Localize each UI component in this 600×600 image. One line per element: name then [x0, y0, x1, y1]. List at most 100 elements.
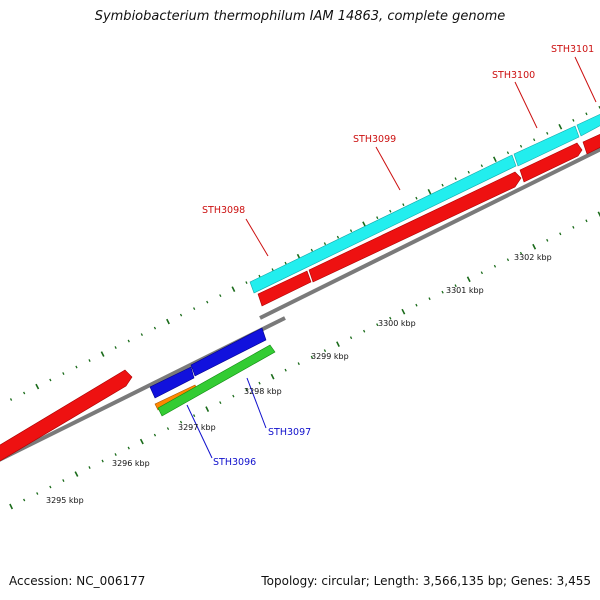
upper-tick-row — [9, 105, 600, 401]
minor-tick — [519, 144, 523, 148]
accession-text: Accession: NC_006177 — [9, 574, 146, 588]
gene-arrow-blue-sth3097 — [190, 327, 267, 377]
leader-sth3099 — [375, 146, 401, 191]
scale-label-3295: 3295 kbp — [46, 496, 84, 505]
gene-arrow-red-sth3099 — [308, 171, 522, 283]
major-tick — [336, 341, 340, 347]
minor-tick — [127, 446, 130, 450]
minor-tick — [193, 307, 196, 310]
minor-tick — [572, 118, 575, 122]
leader-sth3100 — [514, 81, 538, 129]
leader-sth3098 — [245, 218, 269, 257]
minor-tick — [62, 372, 65, 375]
minor-tick — [219, 401, 222, 405]
gene-arrow-cyan-sth3101 — [576, 113, 600, 137]
lower-tick-row — [9, 211, 600, 510]
minor-tick — [153, 326, 157, 330]
genome-title: Symbiobacterium thermophilum IAM 14863, … — [94, 9, 506, 24]
major-tick — [532, 243, 537, 250]
major-tick — [74, 471, 79, 477]
major-tick — [231, 286, 236, 292]
major-tick — [166, 318, 170, 325]
major-tick — [100, 351, 105, 357]
minor-tick — [585, 112, 588, 116]
minor-tick — [232, 394, 235, 398]
minor-tick — [284, 368, 287, 372]
minor-tick — [454, 177, 457, 181]
major-tick — [492, 156, 497, 163]
minor-tick — [572, 225, 575, 229]
minor-tick — [101, 459, 104, 463]
gene-label-sth3101: STH3101 — [551, 44, 594, 55]
minor-tick — [88, 466, 91, 469]
minor-tick — [23, 498, 26, 502]
minor-tick — [49, 485, 52, 489]
major-tick — [466, 276, 471, 283]
minor-tick — [297, 362, 300, 366]
major-tick — [35, 383, 40, 390]
minor-tick — [166, 427, 170, 431]
leader-sth3097 — [246, 377, 267, 429]
gene-label-sth3096: STH3096 — [213, 457, 256, 468]
major-tick — [558, 123, 563, 130]
minor-tick — [480, 271, 483, 275]
minor-tick — [9, 398, 13, 401]
scale-label-3300: 3300 kbp — [378, 319, 416, 328]
minor-tick — [546, 238, 549, 242]
minor-tick — [506, 258, 510, 262]
minor-tick — [271, 268, 274, 272]
major-tick — [427, 188, 432, 195]
gene-arrow-red-left — [0, 369, 133, 462]
minor-tick — [284, 261, 287, 265]
gene-arrow-blue-sth3096 — [149, 366, 195, 399]
minor-tick — [389, 209, 392, 213]
minor-tick — [402, 203, 405, 207]
minor-tick — [376, 216, 379, 220]
minor-tick — [310, 355, 313, 359]
minor-tick — [389, 316, 392, 320]
minor-tick — [323, 349, 327, 353]
minor-tick — [323, 242, 327, 246]
minor-tick — [519, 251, 523, 255]
minor-tick — [506, 151, 510, 155]
minor-tick — [140, 333, 143, 336]
minor-tick — [153, 433, 157, 437]
gene-label-sth3097: STH3097 — [268, 427, 311, 438]
minor-tick — [258, 381, 261, 385]
scale-label-3298: 3298 kbp — [244, 387, 282, 396]
leader-sth3101 — [574, 56, 597, 103]
scale-label-3301: 3301 kbp — [446, 286, 484, 295]
leader-sth3096 — [186, 404, 213, 459]
minor-tick — [62, 479, 65, 482]
minor-tick — [454, 284, 457, 288]
minor-tick — [441, 290, 444, 294]
minor-tick — [415, 303, 418, 307]
scale-label-3296: 3296 kbp — [112, 459, 150, 468]
minor-tick — [179, 420, 183, 424]
gene-arrow-red-sth3100 — [519, 142, 583, 183]
minor-tick — [114, 346, 117, 349]
scale-label-3297: 3297 kbp — [178, 423, 216, 432]
gene-label-sth3099: STH3099 — [353, 134, 396, 145]
gene-arrow-red-sth3101 — [582, 133, 600, 155]
scale-label-3299: 3299 kbp — [311, 352, 349, 361]
gene-arrow-green — [157, 344, 276, 417]
scale-label-3302: 3302 kbp — [514, 253, 552, 262]
major-tick — [205, 406, 210, 412]
minor-tick — [363, 329, 366, 333]
minor-tick — [23, 391, 26, 395]
backbone-right — [259, 147, 600, 320]
minor-tick — [245, 388, 248, 391]
minor-tick — [349, 336, 353, 340]
minor-tick — [88, 359, 91, 362]
minor-tick — [480, 164, 483, 168]
minor-tick — [49, 378, 52, 382]
gene-arrow-red-sth3098 — [257, 270, 312, 307]
minor-tick — [546, 131, 549, 135]
major-tick — [139, 438, 144, 445]
gene-label-sth3098: STH3098 — [202, 205, 245, 216]
minor-tick — [245, 281, 248, 284]
minor-tick — [75, 365, 78, 369]
minor-tick — [336, 235, 340, 239]
